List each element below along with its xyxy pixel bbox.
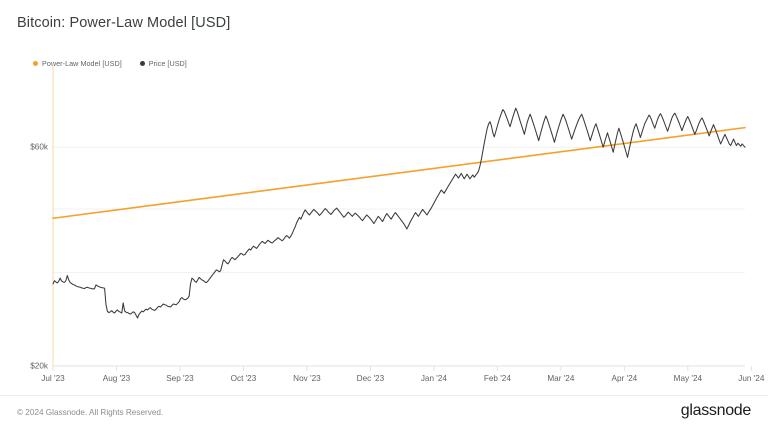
x-tick-label: Oct '23 [230,374,257,383]
page-title: Bitcoin: Power-Law Model [USD] [17,15,231,31]
x-axis-labels: Jul '23 Aug '23 Sep '23 Oct '23 Nov '23 Dec '… [0,374,768,388]
gridlines [53,146,745,273]
x-tick-label: Dec '23 [356,374,385,383]
x-tick-label: Sep '23 [166,374,194,383]
y-axis-labels: $60k $20k [0,0,48,432]
footer: © 2024 Glassnode. All Rights Reserved. g… [0,395,768,432]
legend-item-power-law[interactable]: Power-Law Model [USD] [33,59,122,69]
legend-item-price[interactable]: Price [USD] [139,59,187,69]
x-tick-label: Jul '23 [41,374,65,383]
x-tick-label: Mar '24 [547,374,575,383]
series-line-power-law [52,126,746,220]
chart-legend: Power-Law Model [USD] Price [USD] [33,58,187,70]
x-tick-label: Nov '23 [293,374,321,383]
dot-icon [33,61,38,67]
x-axis-ticks [52,366,752,371]
copyright-text: © 2024 Glassnode. All Rights Reserved. [17,408,164,417]
legend-item-label: Price [USD] [148,59,187,69]
glassnode-logo: glassnode [680,402,752,419]
x-tick-label: Feb '24 [483,374,511,383]
x-tick-label: Apr '24 [611,374,638,383]
series-line-price [52,107,746,319]
x-tick-label: Jan '24 [420,374,447,383]
y-tick-label: $60k [30,142,48,152]
x-tick-label: May '24 [673,374,703,383]
dot-icon [139,61,145,67]
legend-item-label: Power-Law Model [USD] [42,59,122,69]
x-tick-label: Jun '24 [738,374,765,383]
x-tick-label: Aug '23 [102,374,131,383]
y-tick-label: $20k [30,361,48,371]
